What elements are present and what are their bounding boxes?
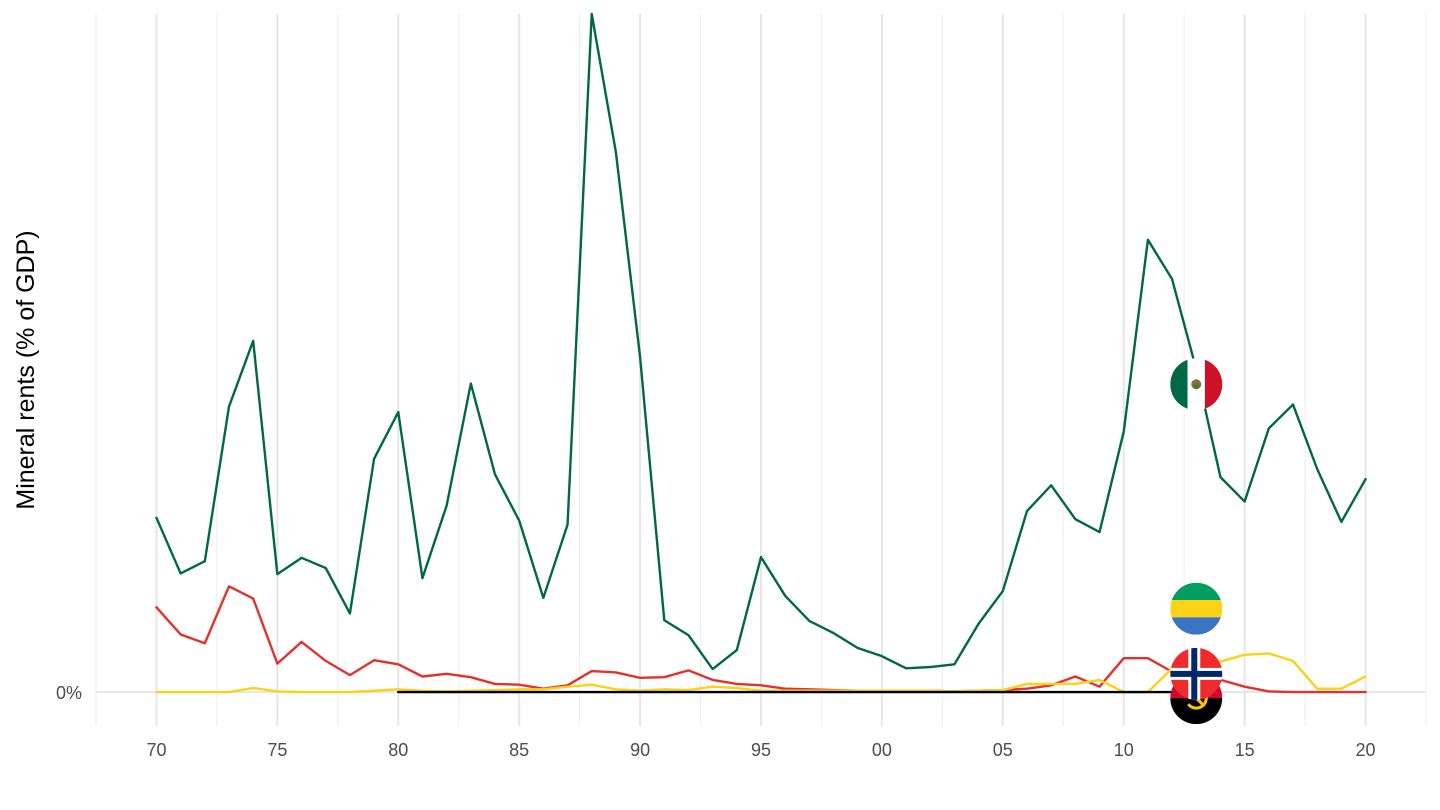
y-axis-ticks: 0% (56, 683, 82, 703)
flag-markers (1170, 358, 1223, 725)
series-layer (155, 12, 1367, 694)
x-tick-label: 80 (388, 740, 408, 760)
x-tick-label: 70 (146, 740, 166, 760)
x-tick-label: 10 (1114, 740, 1134, 760)
x-axis-ticks: 70 75 80 85 90 95 00 05 10 15 20 (146, 740, 1375, 760)
series-line-mexico (155, 12, 1367, 671)
grid (95, 14, 1427, 726)
y-axis-title: Mineral rents (% of GDP) (12, 230, 40, 509)
series-line-gabon (155, 652, 1367, 694)
x-tick-label: 05 (993, 740, 1013, 760)
flag-norway-icon (1170, 647, 1223, 700)
y-tick-label: 0% (56, 683, 82, 703)
x-tick-label: 75 (267, 740, 287, 760)
x-tick-label: 15 (1235, 740, 1255, 760)
flag-gabon-icon (1170, 582, 1223, 635)
flag-mexico-icon (1170, 358, 1223, 411)
series-line-norway (155, 585, 1367, 694)
x-tick-label: 90 (630, 740, 650, 760)
x-tick-label: 85 (509, 740, 529, 760)
x-tick-label: 00 (872, 740, 892, 760)
x-tick-label: 20 (1356, 740, 1376, 760)
x-tick-label: 95 (751, 740, 771, 760)
